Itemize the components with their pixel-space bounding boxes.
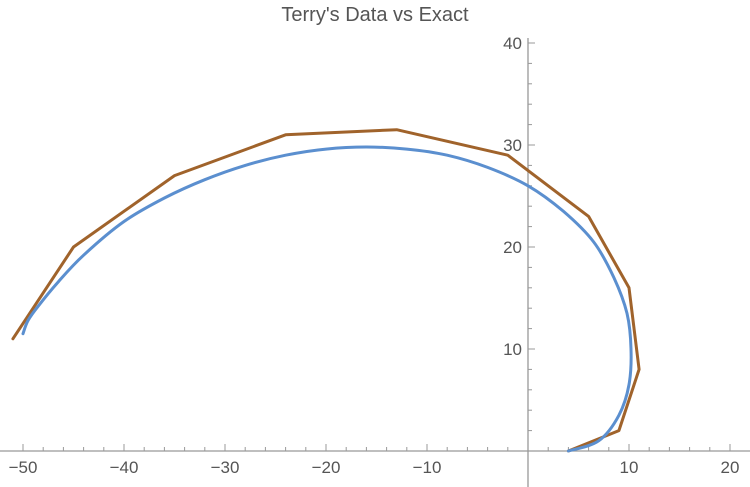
- y-tick-label: 40: [503, 34, 522, 53]
- x-tick-label: 10: [620, 458, 639, 477]
- x-tick-label: −40: [110, 458, 139, 477]
- chart-title: Terry's Data vs Exact: [281, 4, 469, 26]
- series-line-data: [11, 128, 641, 453]
- y-tick-label: 10: [503, 340, 522, 359]
- x-tick-label: −50: [9, 458, 38, 477]
- x-tick-label: 20: [721, 458, 740, 477]
- x-tick-label: −20: [312, 458, 341, 477]
- x-tick-label: −30: [211, 458, 240, 477]
- y-tick-label: 30: [503, 136, 522, 155]
- series-line-exact: [21, 145, 633, 453]
- y-tick-label: 20: [503, 238, 522, 257]
- x-tick-label: −10: [413, 458, 442, 477]
